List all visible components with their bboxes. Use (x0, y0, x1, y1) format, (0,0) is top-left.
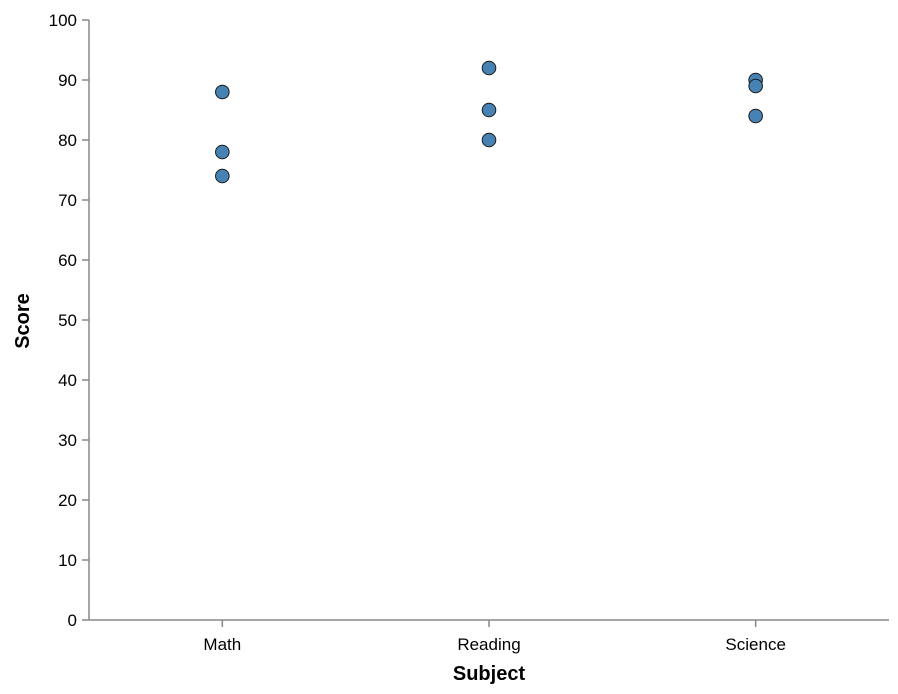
y-tick-label: 80 (58, 131, 77, 150)
y-tick-label: 30 (58, 431, 77, 450)
y-tick-label: 40 (58, 371, 77, 390)
y-axis: 0 10 20 30 40 50 60 70 80 90 100 (49, 11, 90, 630)
x-axis: Math Reading Science (89, 619, 889, 654)
data-point (481, 60, 497, 76)
data-points (215, 60, 763, 184)
x-tick-label: Math (203, 635, 241, 654)
y-tick-label: 20 (58, 491, 77, 510)
y-tick-label: 50 (58, 311, 77, 330)
data-point (748, 78, 763, 94)
y-tick-label: 90 (58, 71, 77, 90)
y-tick-label: 10 (58, 551, 77, 570)
y-tick-label: 100 (49, 11, 77, 30)
x-tick-label: Science (725, 635, 785, 654)
x-tick-label: Reading (457, 635, 520, 654)
y-axis-title: Score (12, 293, 34, 349)
data-point (748, 108, 763, 124)
y-tick-label: 70 (58, 191, 77, 210)
data-point (481, 132, 497, 148)
data-point (215, 144, 230, 160)
data-point (215, 168, 230, 184)
y-tick-label: 60 (58, 251, 77, 270)
data-point (481, 102, 497, 118)
data-point (215, 84, 230, 100)
x-axis-title: Subject (453, 663, 526, 685)
y-tick-label: 0 (68, 611, 77, 630)
